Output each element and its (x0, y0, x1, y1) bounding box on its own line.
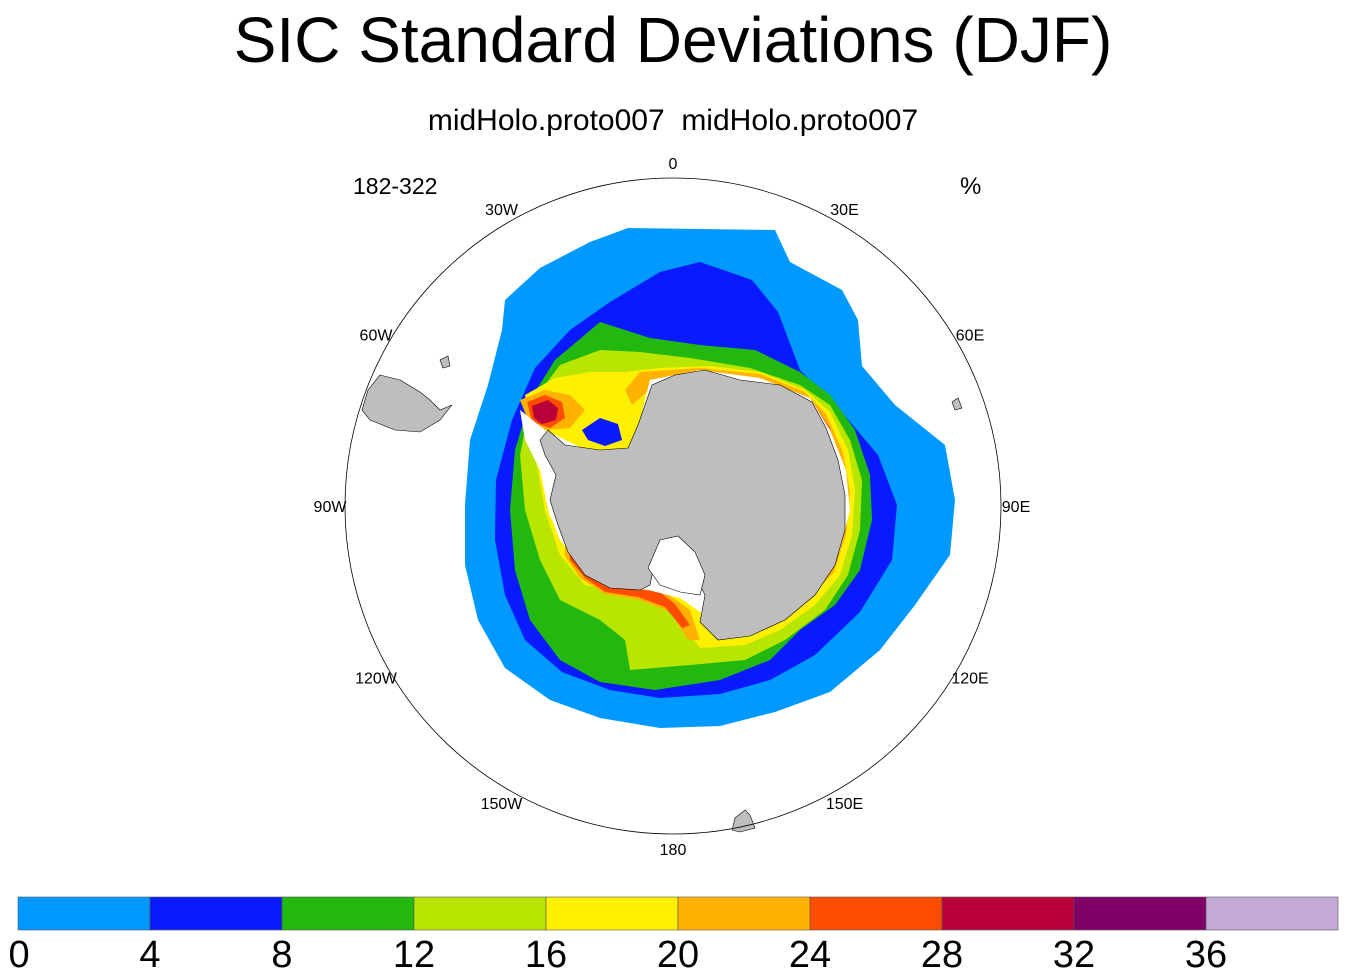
longitude-label: 0 (669, 156, 678, 173)
colorbar-tick-label: 32 (1052, 934, 1096, 976)
contour-band-24-28 (568, 540, 690, 628)
longitude-label: 60E (956, 328, 984, 345)
longitude-labels: 0 30E 60E 90E 120E 150E 180 150W 120W 90W 60W 30W (314, 156, 1031, 859)
colorbar-swatch (281, 896, 415, 931)
longitude-label: 90E (1002, 499, 1030, 516)
map-boundary-circle (344, 177, 1002, 835)
south-america-landmass (361, 374, 453, 433)
colorbar-tick-label: 24 (788, 934, 832, 976)
new-zealand-landmass (731, 809, 756, 833)
longitude-label: 120W (355, 671, 398, 688)
longitude-label: 150E (826, 796, 863, 813)
colorbar-swatch (941, 896, 1075, 931)
colorbar-swatch (149, 896, 283, 931)
colorbar-tick-label: 12 (392, 934, 436, 976)
longitude-label: 180 (660, 842, 687, 859)
longitude-label: 120E (951, 671, 988, 688)
colorbar-swatch (17, 896, 151, 931)
year-range-label: 182-322 (353, 173, 438, 199)
colorbar-tick-label: 36 (1184, 934, 1228, 976)
units-label: % (960, 173, 982, 200)
colorbar-swatch (413, 896, 547, 931)
antarctica-landmass (539, 369, 846, 641)
map-title: SIC Standard Deviations (DJF) (233, 4, 1113, 76)
contour-band-28-32 (532, 400, 558, 424)
longitude-label: 30E (830, 202, 858, 219)
colorbar-swatch (1205, 896, 1339, 931)
colorbar-swatch (545, 896, 679, 931)
longitude-label: 60W (360, 328, 394, 345)
colorbar-tick-label: 0 (8, 934, 30, 976)
contour-band-20-24 (565, 535, 700, 640)
longitude-label: 90W (314, 499, 348, 516)
colorbar-tick-label: 20 (656, 934, 700, 976)
longitude-label: 30W (485, 202, 519, 219)
colorbar-tick-label: 4 (139, 934, 161, 976)
colorbar-tick-label: 16 (524, 934, 568, 976)
ross-ice-shelf (647, 535, 706, 596)
map-subtitle: midHolo.proto007 midHolo.proto007 (427, 104, 919, 137)
contour-pocket-4-8 (582, 418, 622, 446)
colorbar-swatch (809, 896, 943, 931)
colorbar-swatch (677, 896, 811, 931)
island (439, 355, 451, 369)
colorbar-tick-label: 28 (920, 934, 964, 976)
longitude-label: 150W (481, 796, 524, 813)
colorbar (17, 896, 1339, 931)
colorbar-tick-label: 8 (271, 934, 293, 976)
colorbar-swatch (1073, 896, 1207, 931)
island (951, 397, 963, 411)
